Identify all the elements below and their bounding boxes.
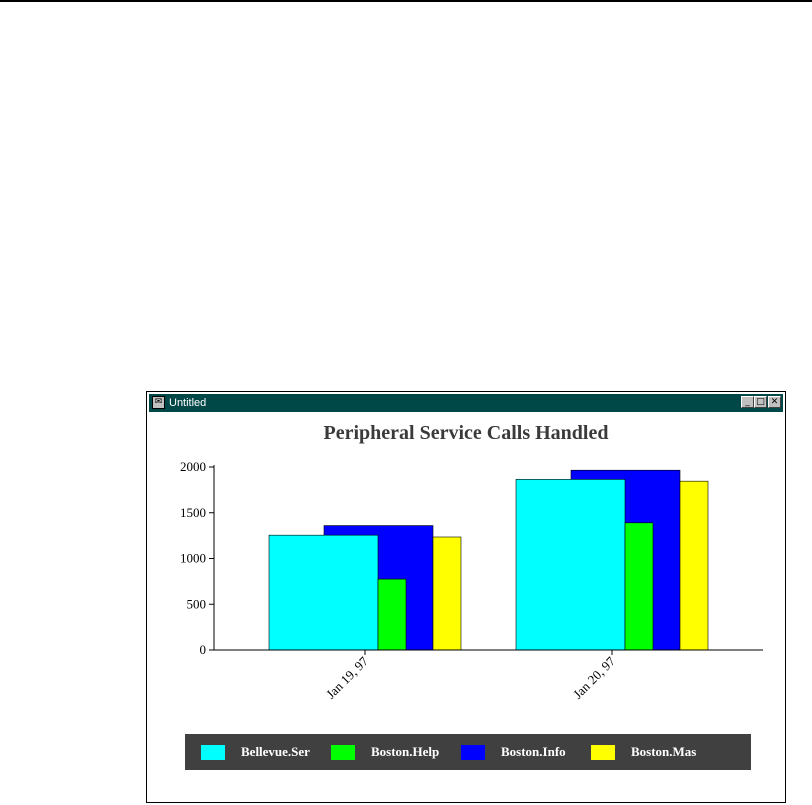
minimize-icon[interactable]: _ [741,396,754,408]
bar-chart: 0 500 1000 1500 2000 Jan 19, 97 Jan 20, 97 [180,459,763,702]
legend-swatch-boston-info [461,745,485,760]
chart-title: Peripheral Service Calls Handled [323,422,609,444]
bar-boston-help-jan-19-97 [377,578,407,651]
x-tick-label-jan-19-97: Jan 19, 97 [323,653,371,701]
chart-window: ✉ Untitled _ □ ✕ Peripheral Service Call… [146,391,786,803]
y-tick-label-1500: 1500 [180,505,206,520]
app-icon[interactable]: ✉ [152,396,165,409]
title-bar[interactable]: ✉ Untitled _ □ ✕ [149,394,783,412]
window-title: Untitled [169,397,207,409]
legend-label-bellevue-ser: Bellevue.Ser [241,744,310,759]
legend-swatch-bellevue-ser [201,745,225,760]
bar-boston-help-jan-20-97 [624,522,654,651]
maximize-icon[interactable]: □ [754,396,767,408]
bar-bellevue-ser-jan-20-97 [515,479,626,651]
top-rule [0,0,812,2]
bar-boston-mas-jan-19-97 [432,536,462,651]
x-tick-label-jan-20-97: Jan 20, 97 [570,653,618,701]
y-tick-label-1000: 1000 [180,551,206,566]
legend: Bellevue.Ser Boston.Help Boston.Info Bos… [185,734,751,770]
legend-label-boston-mas: Boston.Mas [631,744,697,759]
bar-bellevue-ser-jan-19-97 [268,534,379,651]
y-tick-label-500: 500 [187,596,207,611]
y-tick-label-2000: 2000 [180,459,206,474]
legend-label-boston-help: Boston.Help [371,744,440,759]
legend-swatch-boston-mas [591,745,615,760]
close-icon[interactable]: ✕ [768,396,781,408]
bar-boston-mas-jan-20-97 [679,480,709,651]
y-tick-label-0: 0 [200,642,207,657]
legend-swatch-boston-help [331,745,355,760]
legend-label-boston-info: Boston.Info [501,744,566,759]
